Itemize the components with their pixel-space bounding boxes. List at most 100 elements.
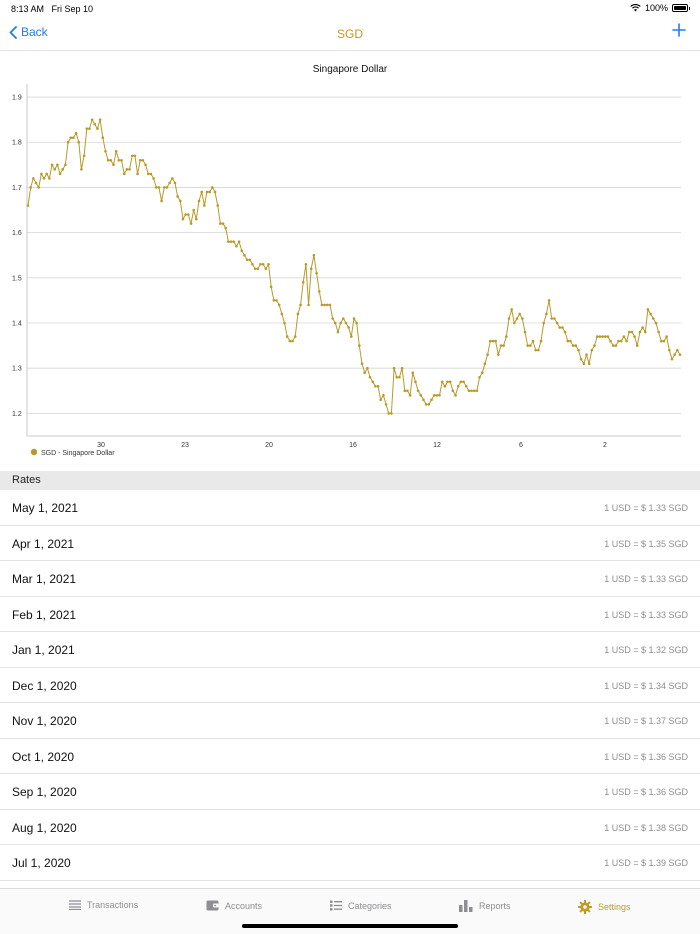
list-item[interactable]: Feb 1, 2021 1 USD = $ 1.33 SGD — [0, 597, 700, 632]
data-point — [325, 303, 329, 307]
data-point — [192, 208, 195, 212]
rate-value: 1 USD = $ 1.36 SGD — [604, 787, 688, 797]
data-point — [414, 380, 417, 384]
data-point — [211, 186, 214, 189]
list-item[interactable]: Sep 1, 2020 1 USD = $ 1.36 SGD — [0, 774, 700, 810]
tab-transactions[interactable]: Transactions — [69, 900, 138, 910]
data-point — [601, 335, 604, 338]
add-button[interactable] — [672, 23, 686, 42]
list-item[interactable]: May 1, 2021 1 USD = $ 1.33 SGD — [0, 490, 700, 526]
data-point — [29, 186, 32, 189]
list-item[interactable]: Jul 1, 2020 1 USD = $ 1.39 SGD — [0, 845, 700, 881]
data-point — [333, 321, 337, 325]
tab-settings[interactable]: Settings — [578, 900, 631, 914]
data-point — [90, 118, 94, 121]
data-point — [507, 317, 511, 320]
data-point — [670, 357, 674, 361]
x-tick-label: 20 — [265, 442, 273, 449]
data-point — [216, 204, 220, 207]
rate-date: Sep 1, 2020 — [12, 785, 77, 799]
data-point — [187, 213, 190, 216]
tab-categories[interactable]: Categories — [330, 900, 392, 911]
data-point — [451, 389, 455, 393]
data-point — [593, 344, 596, 347]
rate-value: 1 USD = $ 1.33 SGD — [604, 574, 688, 584]
list-item[interactable]: Apr 1, 2021 1 USD = $ 1.35 SGD — [0, 526, 700, 561]
data-point — [668, 348, 671, 352]
plus-icon — [672, 23, 686, 37]
list-item[interactable]: Jan 1, 2021 1 USD = $ 1.32 SGD — [0, 632, 700, 668]
rate-value: 1 USD = $ 1.32 SGD — [604, 645, 688, 655]
y-tick-label: 1.5 — [12, 275, 22, 282]
data-point — [248, 258, 252, 262]
y-tick-label: 1.4 — [12, 321, 22, 328]
back-button[interactable]: Back — [9, 25, 48, 39]
list-bullet-icon — [330, 900, 342, 911]
data-point — [203, 204, 206, 207]
data-point — [456, 384, 460, 388]
list-item[interactable]: Dec 1, 2020 1 USD = $ 1.34 SGD — [0, 668, 700, 703]
data-point — [430, 398, 433, 402]
rate-chart: 1.2 1.3 1.4 1.5 1.6 1.7 1.8 1.9 30 23 20 16 12 6 2 Sin… — [0, 52, 700, 470]
data-point — [106, 159, 110, 162]
data-point — [627, 330, 631, 334]
data-point — [662, 339, 666, 343]
data-point — [478, 375, 481, 379]
rate-date: Jul 1, 2020 — [12, 856, 71, 870]
rate-date: Mar 1, 2021 — [12, 572, 77, 586]
data-point — [569, 339, 572, 343]
data-point — [400, 366, 404, 370]
data-point — [510, 308, 513, 311]
data-point — [374, 384, 377, 388]
data-point — [285, 335, 289, 338]
back-label: Back — [21, 25, 48, 39]
data-point — [125, 168, 129, 171]
data-point — [98, 118, 102, 121]
data-point — [590, 348, 594, 352]
data-point — [168, 181, 171, 185]
data-point — [181, 217, 185, 221]
data-point — [26, 204, 30, 207]
data-point — [312, 253, 316, 257]
rates-section-header: Rates — [0, 471, 700, 490]
data-point — [317, 290, 321, 293]
data-point — [403, 389, 407, 393]
data-point — [638, 330, 642, 334]
data-point — [144, 163, 147, 167]
list-item[interactable]: Aug 1, 2020 1 USD = $ 1.38 SGD — [0, 810, 700, 845]
y-tick-label: 1.9 — [12, 95, 22, 102]
data-point — [162, 186, 166, 189]
chart-title: Singapore Dollar — [313, 64, 388, 75]
rate-date: Dec 1, 2020 — [12, 678, 77, 693]
data-point — [347, 326, 350, 329]
data-point — [486, 353, 489, 356]
data-point — [245, 258, 249, 262]
data-point — [88, 127, 91, 130]
data-point — [93, 122, 97, 126]
data-point — [606, 335, 610, 338]
data-point — [45, 172, 49, 176]
list-item[interactable]: Oct 1, 2020 1 USD = $ 1.36 SGD — [0, 739, 700, 774]
data-point — [416, 389, 420, 393]
data-point — [659, 339, 663, 343]
data-point — [80, 168, 83, 171]
list-item[interactable]: Mar 1, 2021 1 USD = $ 1.33 SGD — [0, 561, 700, 597]
status-bar: 8:13 AM Fri Sep 10 100% — [0, 0, 700, 18]
list-item[interactable]: Nov 1, 2020 1 USD = $ 1.37 SGD — [0, 703, 700, 739]
legend-swatch — [30, 448, 38, 456]
data-point — [275, 299, 278, 302]
data-point — [114, 149, 118, 153]
rate-value: 1 USD = $ 1.33 SGD — [604, 609, 688, 620]
tab-accounts[interactable]: Accounts — [206, 900, 262, 911]
data-point — [235, 244, 238, 248]
data-point — [283, 321, 286, 325]
tab-reports[interactable]: Reports — [459, 900, 511, 912]
data-point — [56, 163, 59, 167]
data-point — [505, 335, 508, 338]
data-point — [518, 312, 521, 316]
data-point — [208, 190, 212, 194]
data-point — [34, 181, 38, 185]
data-point — [545, 312, 548, 316]
battery-percent: 100% — [644, 3, 668, 13]
data-point — [480, 371, 484, 375]
